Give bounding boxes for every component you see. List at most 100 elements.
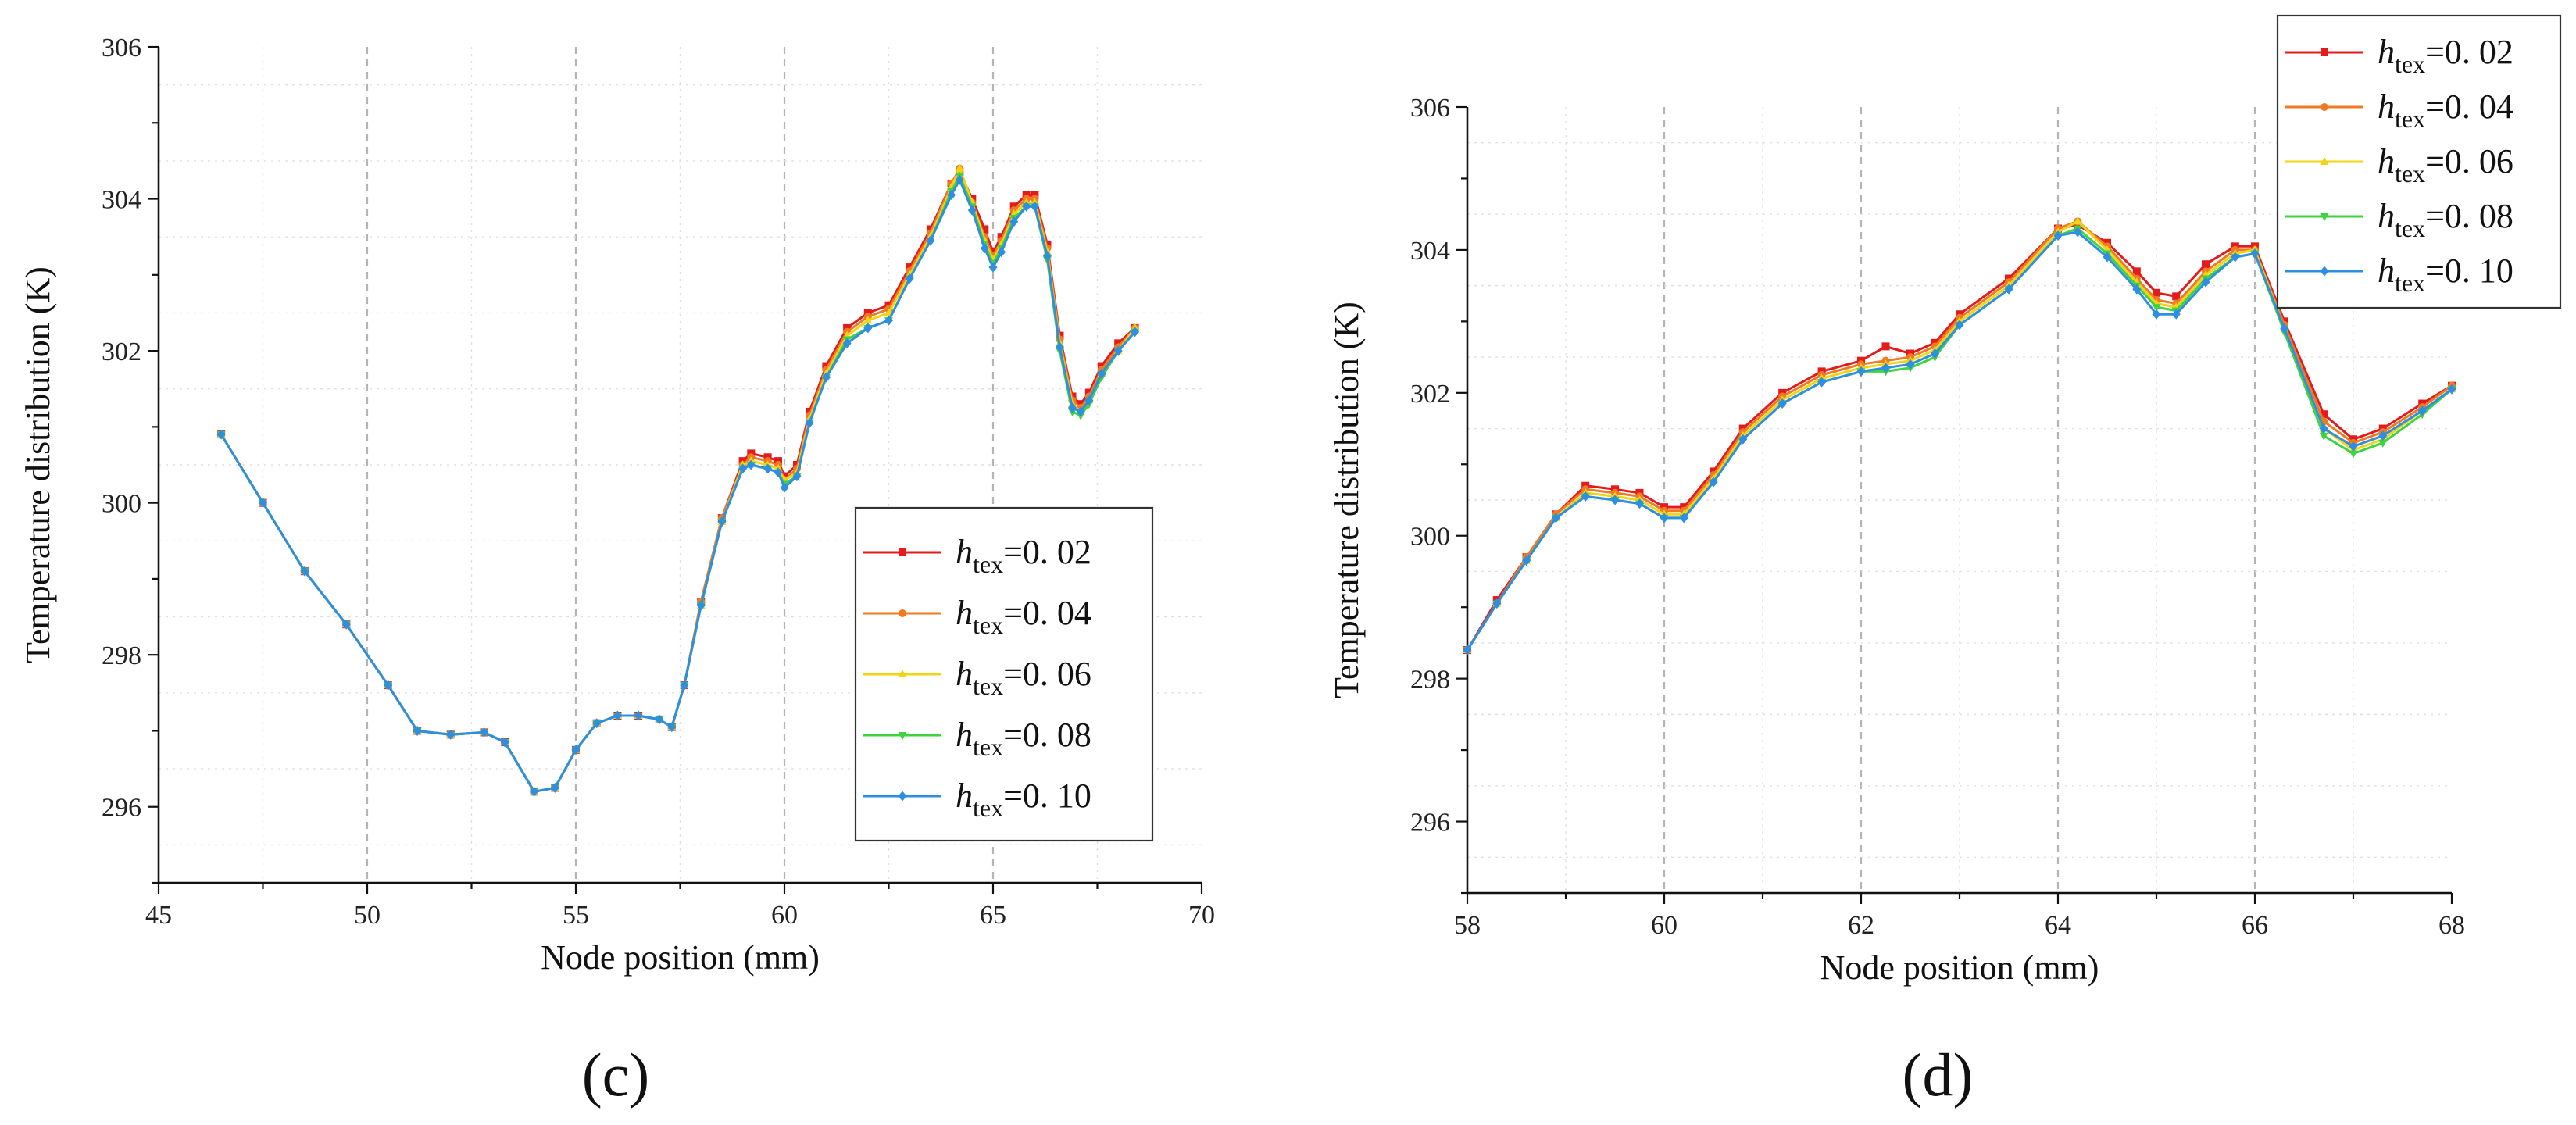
legend-marker — [898, 791, 907, 802]
legend-label: htex=0. 02 — [2378, 33, 2513, 78]
data-point — [2132, 267, 2141, 276]
data-point — [2378, 430, 2388, 441]
data-point — [1581, 491, 1590, 502]
legend-item: htex=0. 10 — [863, 777, 1091, 822]
legend-value: =0. 04 — [1003, 594, 1091, 632]
legend-symbol: h — [956, 594, 973, 632]
legend-label: htex=0. 06 — [2378, 142, 2513, 188]
x-tick-label: 45 — [145, 901, 172, 930]
series-markers-5 — [1463, 227, 2456, 655]
data-point — [2320, 410, 2328, 419]
x-tick-label: 62 — [1848, 911, 1874, 940]
data-point — [530, 786, 539, 797]
legend-subscript: tex — [2395, 214, 2425, 242]
data-point — [1076, 406, 1085, 417]
panel-label-d: (d) — [1903, 1041, 1974, 1109]
data-point — [805, 418, 814, 428]
series-markers-5 — [216, 174, 1140, 797]
legend-symbol: h — [956, 716, 973, 754]
data-point — [2053, 230, 2063, 241]
data-point — [1679, 512, 1688, 523]
data-point — [1635, 498, 1644, 509]
legend-label: htex=0. 08 — [2378, 197, 2513, 242]
data-point — [955, 174, 964, 185]
data-point — [2171, 309, 2181, 320]
data-point — [1009, 216, 1019, 227]
data-point — [1463, 645, 1472, 655]
data-point — [667, 722, 677, 733]
legend-marker — [899, 609, 906, 617]
legend-value: =0. 10 — [2425, 252, 2513, 290]
data-point — [717, 516, 727, 527]
data-point — [1906, 359, 1915, 370]
data-point — [2152, 309, 2161, 320]
legend-item: htex=0. 02 — [863, 533, 1091, 578]
legend-symbol: h — [2378, 252, 2395, 290]
data-point — [1738, 434, 1748, 445]
x-tick-label: 70 — [1188, 901, 1215, 930]
legend-subscript: tex — [2395, 269, 2425, 297]
data-point — [1022, 201, 1031, 212]
legend-item: htex=0. 04 — [2285, 88, 2513, 133]
data-point — [2132, 284, 2142, 295]
legend-label: htex=0. 10 — [956, 777, 1091, 822]
ticks: 58 60 62 64 66 68 296 298 300 302 304 306 — [1410, 94, 2465, 940]
data-point — [780, 482, 789, 493]
x-tick-label: 60 — [1651, 911, 1677, 940]
data-point — [216, 429, 226, 440]
data-point — [763, 463, 773, 474]
data-point — [2103, 252, 2112, 262]
data-point — [981, 225, 989, 234]
legend-label: htex=0. 04 — [956, 594, 1091, 639]
series-line-1 — [1466, 223, 2453, 651]
chart-panel-d: 58 60 62 64 66 68 296 298 300 302 304 306 Node posit… — [1327, 14, 2562, 987]
legend-subscript: tex — [973, 794, 1003, 822]
legend-subscript: tex — [973, 611, 1003, 639]
y-tick-label: 302 — [1410, 380, 1450, 409]
y-tick-label: 300 — [102, 490, 141, 519]
ticks: 45 50 55 60 65 70 296 298 300 302 304 306 — [102, 34, 1215, 930]
data-point — [1931, 348, 1939, 359]
legend-item: htex=0. 06 — [863, 655, 1091, 700]
data-point — [384, 680, 393, 691]
y-tick-label: 296 — [1410, 809, 1450, 838]
data-point — [571, 745, 581, 755]
data-point — [680, 680, 689, 691]
legend-marker — [2321, 48, 2328, 56]
x-tick-label: 58 — [1454, 911, 1481, 940]
y-tick-label: 306 — [1410, 94, 1450, 123]
data-point — [1610, 495, 1620, 505]
data-point — [1042, 251, 1052, 261]
data-point — [500, 737, 509, 748]
data-point — [926, 235, 935, 246]
y-tick-label: 302 — [102, 338, 141, 366]
x-tick-label: 64 — [2045, 911, 2071, 940]
data-point — [1522, 555, 1531, 566]
data-point — [997, 247, 1006, 258]
legend-value: =0. 04 — [2425, 88, 2513, 126]
data-point — [746, 459, 756, 470]
data-point — [821, 372, 831, 383]
data-point — [792, 471, 802, 482]
data-point — [2004, 284, 2013, 295]
y-tick-label: 298 — [102, 641, 141, 670]
legend-item: htex=0. 06 — [2285, 142, 2513, 188]
data-point — [446, 729, 456, 740]
legend-symbol: h — [2378, 88, 2395, 126]
chart-panel-c: 45 50 55 60 65 70 296 298 300 302 304 306 Node posit… — [19, 34, 1215, 977]
y-tick-label: 304 — [1410, 237, 1450, 266]
data-point — [2152, 304, 2161, 312]
data-point — [1131, 327, 1140, 338]
data-point — [1030, 201, 1039, 212]
data-point — [988, 262, 998, 273]
data-point — [2201, 277, 2210, 288]
data-point — [863, 316, 873, 324]
data-point — [2417, 405, 2427, 416]
data-point — [2172, 292, 2181, 301]
data-point — [2073, 227, 2082, 238]
data-point — [2280, 323, 2289, 334]
legend-symbol: h — [956, 777, 973, 815]
x-tick-label: 66 — [2242, 911, 2268, 940]
data-point — [1055, 341, 1064, 352]
